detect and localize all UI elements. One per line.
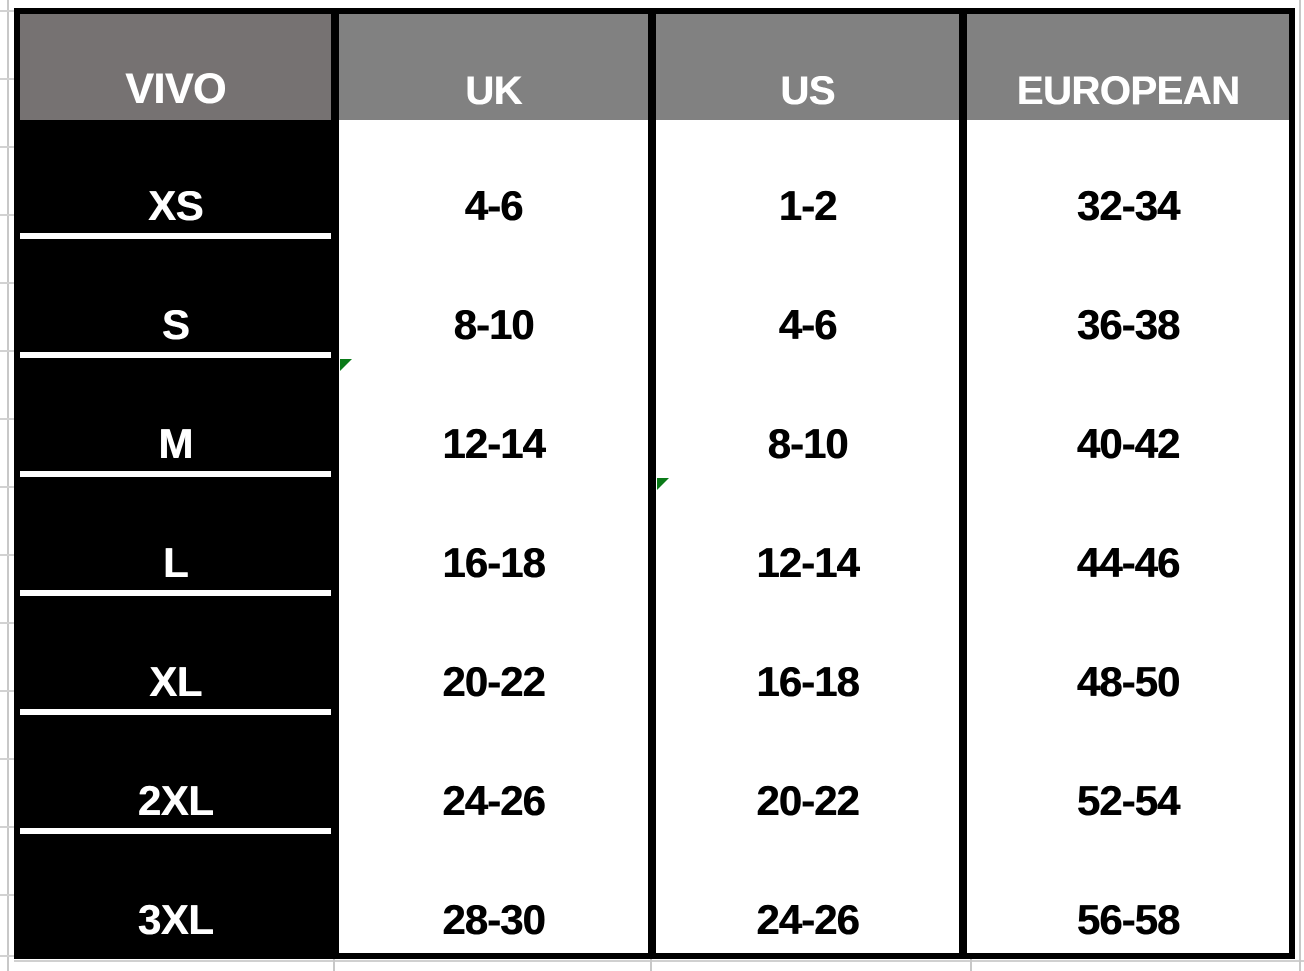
column-header-us[interactable]: US xyxy=(656,14,959,120)
gutter-line-right xyxy=(1299,0,1301,971)
table-row: M 12-14 8-10 40-42 xyxy=(20,358,1289,483)
gutter-column-tick xyxy=(1299,959,1301,971)
us-size-cell[interactable]: 24-26 xyxy=(656,834,959,953)
gutter-row-tick xyxy=(0,350,15,352)
gutter-row-tick xyxy=(0,146,15,148)
european-size-cell[interactable]: 40-42 xyxy=(967,358,1289,483)
european-size-cell[interactable]: 48-50 xyxy=(967,596,1289,721)
gutter-row-tick xyxy=(0,758,15,760)
uk-size-value: 12-14 xyxy=(442,420,545,467)
us-size-cell[interactable]: 12-14 xyxy=(656,477,959,602)
size-label-cell[interactable]: XS xyxy=(20,120,331,239)
gutter-row-tick xyxy=(0,78,15,80)
gutter-row-tick xyxy=(0,10,15,12)
table-header-row: VIVO UK US EUROPEAN xyxy=(20,14,1289,120)
gutter-row-tick xyxy=(0,622,15,624)
us-size-cell[interactable]: 16-18 xyxy=(656,596,959,721)
uk-size-cell[interactable]: 24-26 xyxy=(339,715,648,840)
gutter-row-tick xyxy=(0,214,15,216)
uk-size-cell[interactable]: 20-22 xyxy=(339,596,648,721)
gutter-row-tick xyxy=(0,894,15,896)
us-size-cell[interactable]: 4-6 xyxy=(656,239,959,364)
european-size-cell[interactable]: 32-34 xyxy=(967,120,1289,245)
us-size-cell[interactable]: 8-10 xyxy=(656,358,959,483)
uk-size-cell[interactable]: 8-10 xyxy=(339,239,648,364)
table-row: 3XL 28-30 24-26 56-58 xyxy=(20,834,1289,953)
table-body: XS 4-6 1-2 32-34 S 8-10 4-6 36-38 M 12-1… xyxy=(20,120,1289,953)
gutter-row-tick xyxy=(0,486,15,488)
us-size-cell[interactable]: 1-2 xyxy=(656,120,959,245)
uk-size-cell[interactable]: 4-6 xyxy=(339,120,648,245)
column-header-vivo[interactable]: VIVO xyxy=(20,14,331,120)
gutter-bottom-rule xyxy=(14,960,1304,962)
size-label-cell[interactable]: S xyxy=(20,239,331,358)
size-chart-table: VIVO UK US EUROPEAN XS 4-6 1-2 32-34 S 8… xyxy=(14,8,1295,959)
gutter-column-tick xyxy=(650,959,652,971)
gutter-line-left xyxy=(7,0,9,971)
size-label-cell[interactable]: 3XL xyxy=(20,834,331,953)
gutter-row-tick xyxy=(0,826,15,828)
us-size-cell[interactable]: 20-22 xyxy=(656,715,959,840)
table-row: XS 4-6 1-2 32-34 xyxy=(20,120,1289,245)
table-row: 2XL 24-26 20-22 52-54 xyxy=(20,715,1289,840)
european-size-cell[interactable]: 52-54 xyxy=(967,715,1289,840)
uk-size-cell[interactable]: 12-14 xyxy=(339,358,648,483)
table-row: L 16-18 12-14 44-46 xyxy=(20,477,1289,602)
size-label-cell[interactable]: M xyxy=(20,358,331,477)
size-label-cell[interactable]: XL xyxy=(20,596,331,715)
gutter-row-tick xyxy=(0,554,15,556)
us-size-value: 12-14 xyxy=(756,539,859,586)
gutter-row-tick xyxy=(0,282,15,284)
gutter-column-tick xyxy=(333,959,335,971)
size-label-cell[interactable]: 2XL xyxy=(20,715,331,834)
column-header-uk[interactable]: UK xyxy=(339,14,648,120)
table-row: XL 20-22 16-18 48-50 xyxy=(20,596,1289,721)
european-size-cell[interactable]: 56-58 xyxy=(967,834,1289,953)
gutter-column-tick xyxy=(970,959,972,971)
gutter-row-tick xyxy=(0,418,15,420)
uk-size-cell[interactable]: 16-18 xyxy=(339,477,648,602)
comment-triangle-icon xyxy=(340,359,352,371)
gutter-row-tick xyxy=(0,955,15,957)
european-size-cell[interactable]: 36-38 xyxy=(967,239,1289,364)
table-row: S 8-10 4-6 36-38 xyxy=(20,239,1289,364)
column-header-european[interactable]: EUROPEAN xyxy=(967,14,1289,120)
comment-triangle-icon xyxy=(657,478,669,490)
gutter-row-tick xyxy=(0,690,15,692)
uk-size-cell[interactable]: 28-30 xyxy=(339,834,648,953)
european-size-cell[interactable]: 44-46 xyxy=(967,477,1289,602)
size-label-cell[interactable]: L xyxy=(20,477,331,596)
